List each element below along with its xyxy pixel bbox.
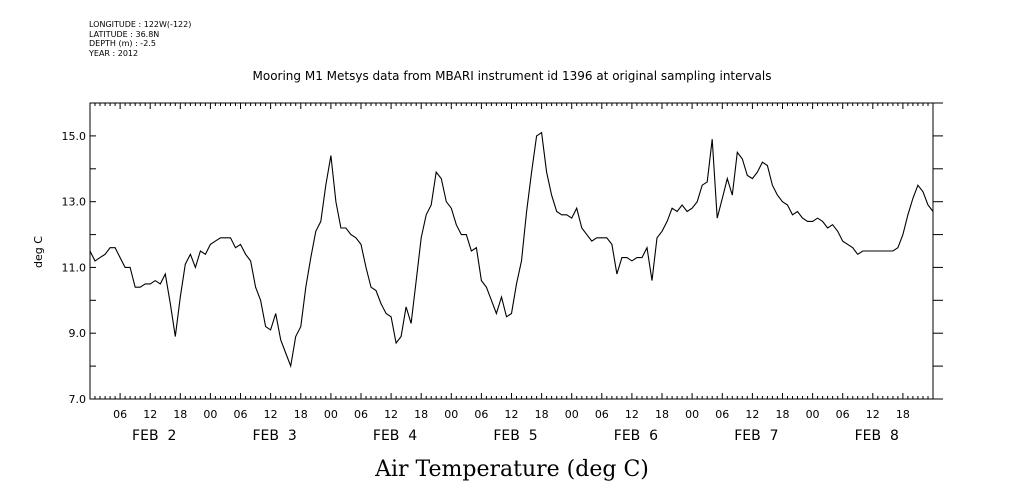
day-label: FEB 6 xyxy=(614,428,658,444)
x-tick-label: 00 xyxy=(685,408,699,421)
chart-title: Mooring M1 Metsys data from MBARI instru… xyxy=(253,69,772,83)
x-tick-label: 06 xyxy=(234,408,248,421)
x-tick-label: 18 xyxy=(414,408,428,421)
y-tick-label: 11.0 xyxy=(62,261,87,274)
x-tick-labels: 06 12 18 00 06 12 18 00 06 12 18 00 06 12 18 00 06 12 18 00… xyxy=(113,408,910,421)
x-tick-label: 06 xyxy=(113,408,127,421)
x-tick-label: 18 xyxy=(775,408,789,421)
x-tick-label: 18 xyxy=(655,408,669,421)
day-label: FEB 2 xyxy=(132,428,176,444)
x-tick-label: 00 xyxy=(444,408,458,421)
depth-label: DEPTH (m) : -2.5 xyxy=(89,39,156,48)
day-label: FEB 8 xyxy=(855,428,899,444)
x-tick-label: 06 xyxy=(474,408,488,421)
year-label: YEAR : 2012 xyxy=(89,48,139,58)
series-line-air-temperature xyxy=(89,131,934,369)
x-tick-label: 12 xyxy=(264,408,278,421)
x-tick-label: 00 xyxy=(565,408,579,421)
day-label: FEB 3 xyxy=(252,428,296,444)
y-axis-label: deg C xyxy=(32,236,45,268)
day-label: FEB 7 xyxy=(734,428,778,444)
y-tick-labels: 7.0 9.0 11.0 13.0 15.0 xyxy=(62,130,87,406)
x-tick-label: 12 xyxy=(625,408,639,421)
day-label: FEB 5 xyxy=(493,428,537,444)
x-tick-label: 12 xyxy=(384,408,398,421)
y-tick-label: 9.0 xyxy=(69,327,87,340)
x-tick-label: 18 xyxy=(294,408,308,421)
x-tick-label: 18 xyxy=(535,408,549,421)
y-tick-label: 7.0 xyxy=(69,393,87,406)
x-tick-label: 12 xyxy=(505,408,519,421)
x-tick-label: 18 xyxy=(173,408,187,421)
y-tick-label: 15.0 xyxy=(62,130,87,143)
x-tick-label: 06 xyxy=(715,408,729,421)
day-label: FEB 4 xyxy=(373,428,417,444)
x-tick-label: 06 xyxy=(354,408,368,421)
x-tick-label: 12 xyxy=(143,408,157,421)
x-tick-label: 12 xyxy=(866,408,880,421)
metadata-block: LONGITUDE : 122W(-122) LATITUDE : 36.8N … xyxy=(89,20,191,58)
longitude-label: LONGITUDE : 122W(-122) xyxy=(89,20,192,29)
y-tick-label: 13.0 xyxy=(62,196,87,209)
day-labels: FEB 2 FEB 3 FEB 4 FEB 5 FEB 6 FEB 7 FEB 8 xyxy=(132,428,899,444)
tick-group xyxy=(89,102,943,400)
x-tick-label: 06 xyxy=(595,408,609,421)
x-tick-label: 00 xyxy=(324,408,338,421)
plot-frame xyxy=(89,102,934,400)
x-tick-label: 00 xyxy=(203,408,217,421)
x-tick-label: 18 xyxy=(896,408,910,421)
x-tick-label: 06 xyxy=(836,408,850,421)
x-axis-title: Air Temperature (deg C) xyxy=(374,457,649,482)
x-tick-label: 00 xyxy=(806,408,820,421)
x-tick-label: 12 xyxy=(745,408,759,421)
latitude-label: LATITUDE : 36.8N xyxy=(89,29,160,39)
